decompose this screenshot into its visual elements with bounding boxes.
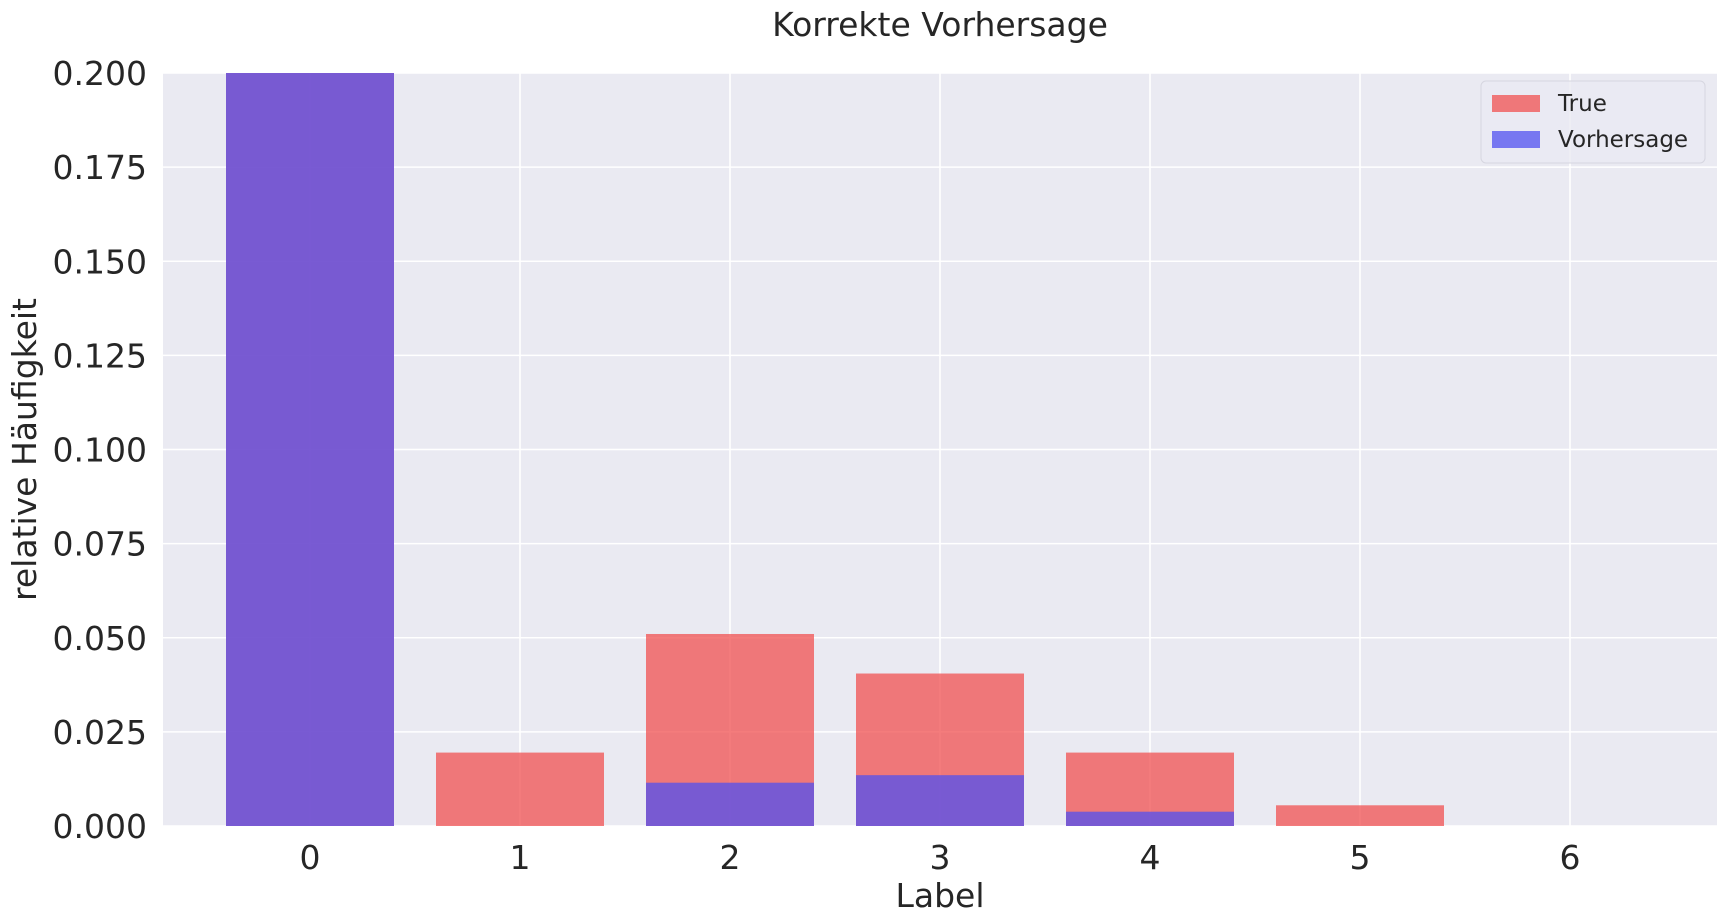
x-tick-label: 1 (510, 838, 531, 877)
y-tick-label: 0.050 (53, 619, 147, 658)
legend: True Vorhersage (1480, 80, 1706, 164)
y-axis-label: relative Häufigkeit (5, 298, 44, 601)
y-tick-label: 0.075 (53, 525, 147, 564)
bars (226, 73, 1444, 826)
y-tick-label: 0.175 (53, 148, 147, 187)
x-tick-label: 6 (1560, 838, 1581, 877)
x-tick-label: 5 (1350, 838, 1371, 877)
x-axis-label: Label (895, 876, 984, 915)
x-tick-label: 4 (1140, 838, 1161, 877)
bar-vorhersage-4 (1066, 811, 1234, 826)
legend-swatch-true (1492, 95, 1540, 112)
y-tick-label: 0.100 (53, 431, 147, 470)
y-tick-labels: 0.000 0.025 0.050 0.075 0.100 0.125 0.150 0.175… (53, 54, 147, 846)
bar-true-1 (436, 752, 604, 826)
y-tick-label: 0.150 (53, 242, 147, 281)
x-tick-label: 0 (300, 838, 321, 877)
legend-swatch-vorhersage (1492, 131, 1540, 148)
y-tick-label: 0.125 (53, 336, 147, 375)
legend-label-vorhersage: Vorhersage (1558, 127, 1688, 153)
legend-label-true: True (1557, 91, 1607, 117)
x-tick-labels: 0 1 2 3 4 5 6 (300, 838, 1581, 877)
bar-vorhersage-3 (856, 775, 1024, 826)
chart-title: Korrekte Vorhersage (772, 5, 1108, 44)
y-tick-label: 0.000 (53, 807, 147, 846)
bar-true-5 (1276, 805, 1444, 826)
bar-vorhersage-2 (646, 782, 814, 826)
x-tick-label: 3 (930, 838, 951, 877)
bar-vorhersage-0 (226, 73, 394, 826)
y-tick-label: 0.200 (53, 54, 147, 93)
y-tick-label: 0.025 (53, 713, 147, 752)
x-tick-label: 2 (720, 838, 741, 877)
